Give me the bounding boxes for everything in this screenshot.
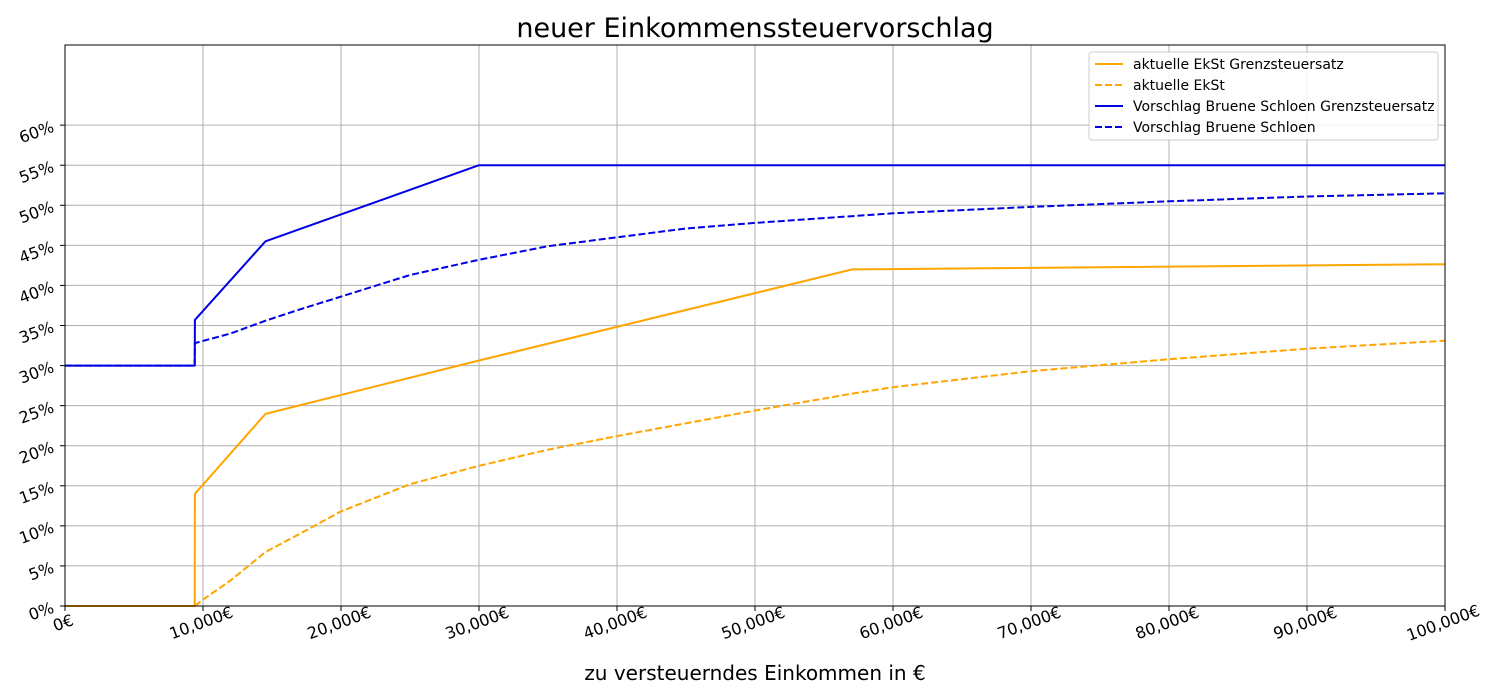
y-tick-label: 60% [16, 117, 56, 147]
y-axis-ticks: 0%5%10%15%20%25%30%35%40%45%50%55%60% [16, 117, 65, 624]
y-tick-label: 25% [16, 398, 56, 428]
legend-entry: aktuelle EkSt [1133, 78, 1225, 94]
legend-entry: Vorschlag Bruene Schloen [1133, 120, 1316, 136]
series-line-4 [65, 192, 1446, 367]
x-axis-ticks: 0€ 10,000€ 20,000€ 30,000€ 40,000€ 50,000€ 60,… [50, 601, 1482, 645]
y-tick-label: 15% [16, 478, 56, 508]
x-tick-label: 30,000€ [443, 603, 512, 643]
y-tick-label: 20% [16, 438, 56, 468]
y-tick-label: 45% [16, 237, 56, 267]
series-line-2 [65, 339, 1446, 607]
x-tick-label: 100,000€ [1404, 601, 1482, 645]
y-tick-label: 50% [16, 197, 56, 227]
x-axis-label: zu versteuerndes Einkommen in € [584, 661, 925, 685]
x-tick-label: 40,000€ [581, 603, 650, 643]
y-tick-label: 55% [16, 157, 56, 187]
legend: aktuelle EkSt Grenzsteuersatz aktuelle Ek… [1088, 51, 1439, 141]
legend-entry: aktuelle EkSt Grenzsteuersatz [1133, 57, 1344, 73]
series-line-3 [65, 164, 1445, 367]
y-tick-label: 40% [16, 277, 56, 307]
y-tick-label: 10% [16, 518, 56, 548]
y-tick-label: 35% [16, 317, 56, 347]
x-tick-label: 70,000€ [995, 603, 1064, 643]
x-tick-label: 60,000€ [857, 603, 926, 643]
x-tick-label: 50,000€ [719, 603, 788, 643]
y-tick-label: 30% [16, 357, 56, 387]
chart-title: neuer Einkommenssteuervorschlag [516, 13, 993, 44]
y-tick-label: 5% [26, 558, 56, 585]
x-tick-label: 80,000€ [1133, 603, 1202, 643]
legend-box [1088, 51, 1439, 141]
legend-entry: Vorschlag Bruene Schloen Grenzsteuersatz [1133, 99, 1435, 115]
x-tick-label: 10,000€ [167, 603, 236, 643]
x-tick-label: 90,000€ [1271, 603, 1340, 643]
x-tick-label: 20,000€ [305, 603, 374, 643]
